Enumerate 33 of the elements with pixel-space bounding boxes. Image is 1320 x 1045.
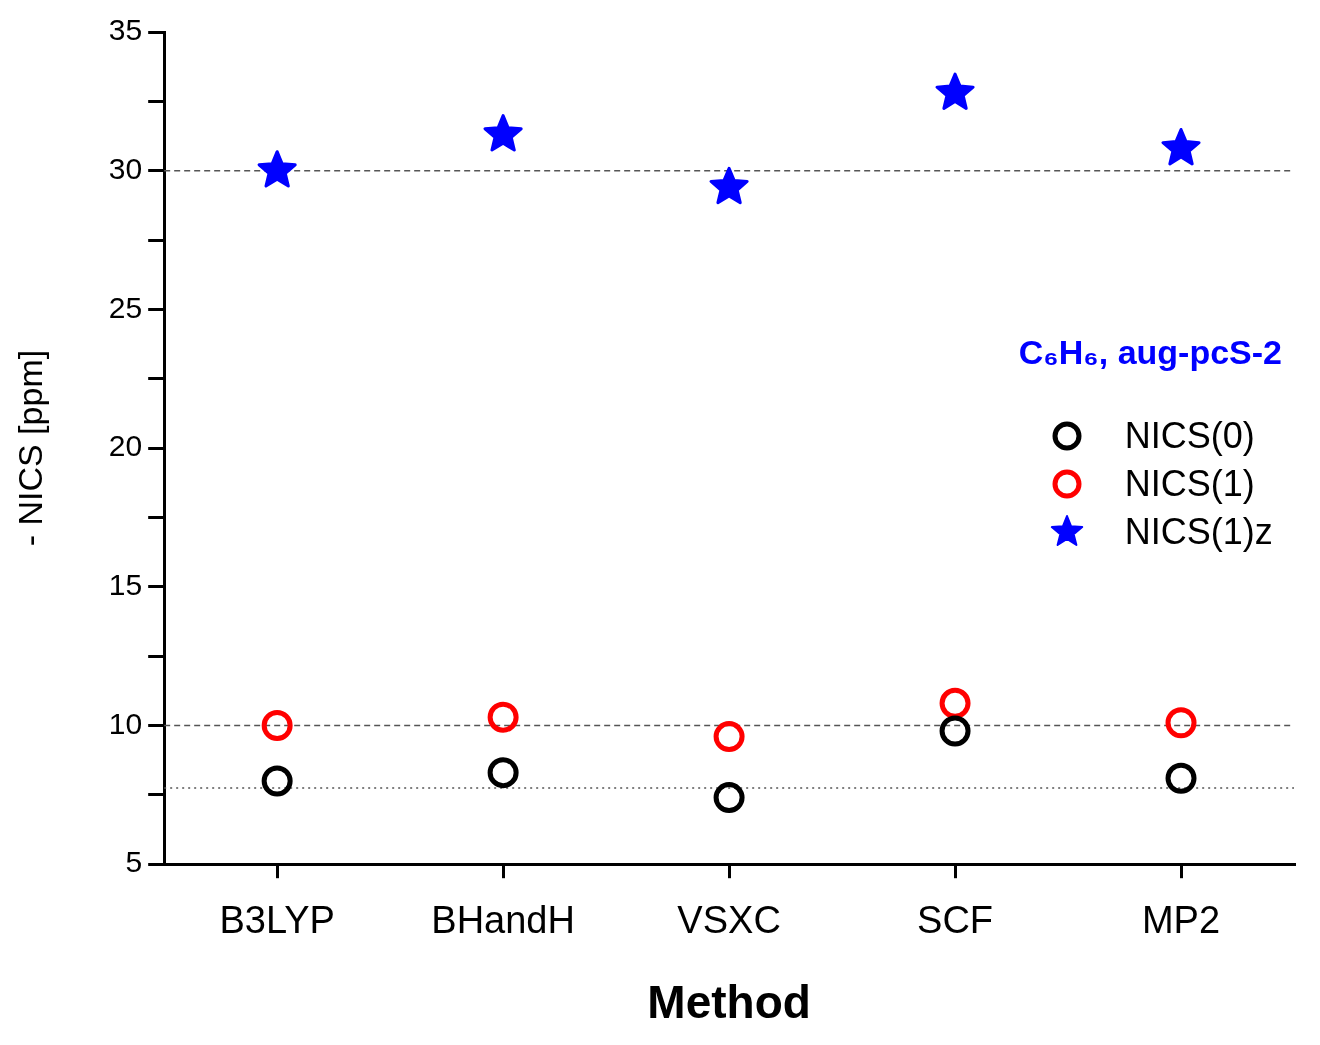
point	[483, 114, 523, 152]
x-tick-label: B3LYP	[219, 899, 335, 942]
x-tick-label: BHandH	[431, 899, 575, 942]
y-tick-label: 30	[108, 151, 143, 185]
point	[709, 166, 749, 205]
x-tick-label: SCF	[917, 899, 994, 942]
y-axis-title: - NICS [ppm]	[10, 349, 49, 547]
point	[939, 715, 971, 747]
point	[487, 701, 519, 733]
y-tick-label: 20	[108, 429, 143, 463]
point	[713, 721, 745, 753]
legend-title: C₆H₆, aug-pcS-2	[1018, 333, 1282, 372]
y-tick-label: 5	[125, 845, 143, 879]
y-tick-label: 10	[108, 706, 143, 740]
point	[713, 782, 745, 814]
point	[261, 765, 293, 797]
point	[487, 757, 519, 789]
point	[935, 72, 975, 110]
point	[257, 150, 297, 188]
y-tick-label: 15	[108, 568, 143, 602]
point	[939, 687, 971, 719]
point	[261, 710, 293, 741]
legend-label: NICS(1)z	[1124, 511, 1273, 553]
x-axis-title: Method	[647, 976, 811, 1029]
legend-label: NICS(0)	[1124, 415, 1255, 457]
point	[1165, 707, 1197, 739]
y-tick-label: 35	[108, 13, 143, 47]
x-tick-label: VSXC	[677, 899, 781, 942]
point	[1165, 762, 1197, 794]
x-tick-label: MP2	[1141, 899, 1221, 942]
point	[1161, 128, 1201, 166]
legend-label: NICS(1)	[1124, 463, 1255, 505]
y-tick-label: 25	[108, 290, 143, 324]
